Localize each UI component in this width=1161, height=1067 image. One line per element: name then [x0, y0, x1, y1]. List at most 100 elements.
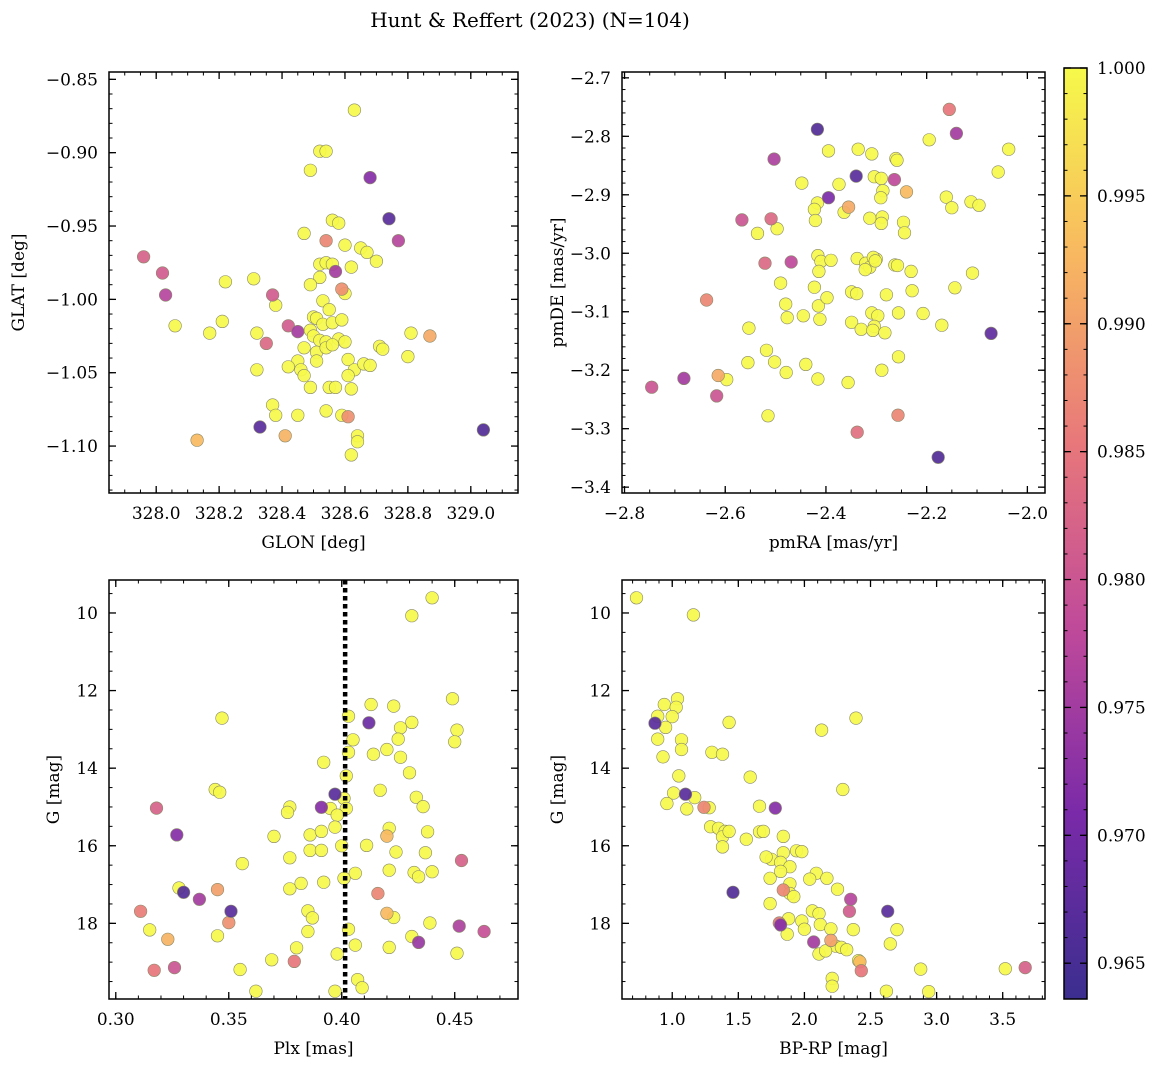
- data-point: [380, 829, 394, 843]
- data-point: [680, 802, 694, 816]
- data-point: [897, 226, 912, 240]
- data-point: [330, 947, 344, 961]
- data-point: [741, 356, 755, 370]
- data-point: [881, 904, 895, 918]
- points-p4: [629, 591, 1032, 999]
- data-point: [215, 314, 229, 329]
- x-axis-label: BP-RP [mag]: [779, 1039, 888, 1059]
- data-point: [450, 723, 464, 737]
- colorbar: 0.965 0.970 0.975 0.980 0.985 0.990 0.995 1.000: [1063, 59, 1146, 1000]
- data-point: [149, 801, 164, 815]
- data-point: [743, 770, 757, 784]
- data-point: [190, 433, 204, 447]
- data-point: [984, 326, 998, 341]
- data-point: [812, 906, 826, 921]
- y-tick-label: 16: [76, 837, 98, 857]
- y-tick-label: 10: [589, 604, 611, 624]
- data-point: [779, 365, 793, 380]
- data-point: [344, 382, 358, 396]
- data-point: [922, 984, 936, 999]
- data-point: [739, 832, 753, 846]
- y-tick-label: −3.2: [570, 361, 611, 381]
- data-point: [844, 892, 858, 906]
- data-point: [840, 943, 854, 957]
- data-point: [314, 824, 329, 839]
- data-point: [452, 919, 466, 933]
- data-point: [699, 293, 714, 307]
- y-tick-label: −0.90: [46, 144, 98, 164]
- data-point: [341, 352, 355, 367]
- data-point: [313, 270, 327, 285]
- data-point: [224, 904, 238, 918]
- data-point: [780, 311, 794, 325]
- data-point: [155, 266, 170, 280]
- data-point: [265, 953, 279, 967]
- colorbar-tick-label: 0.980: [1097, 571, 1146, 591]
- data-point: [213, 785, 227, 799]
- colorbar-tick-label: 0.970: [1097, 826, 1146, 846]
- data-point: [401, 350, 415, 364]
- data-point: [808, 213, 823, 228]
- x-tick-label: 328.0: [132, 504, 181, 524]
- data-point: [648, 716, 662, 730]
- data-point: [341, 369, 355, 383]
- data-point: [854, 322, 868, 336]
- data-point: [773, 276, 788, 290]
- data-point: [319, 234, 333, 248]
- data-point: [416, 799, 430, 814]
- x-axis-label: GLON [deg]: [261, 533, 365, 553]
- data-point: [890, 153, 904, 167]
- data-point: [291, 325, 305, 339]
- data-point: [841, 200, 856, 214]
- y-tick-label: 12: [76, 682, 98, 702]
- data-point: [850, 287, 864, 301]
- x-tick-label: 329.0: [446, 504, 495, 524]
- data-point: [376, 342, 390, 356]
- data-point: [821, 191, 836, 205]
- data-point: [773, 864, 788, 879]
- data-point: [665, 709, 679, 724]
- data-point: [850, 425, 864, 439]
- x-tick-label: 328.4: [258, 504, 307, 524]
- data-point: [330, 808, 344, 822]
- data-point: [824, 922, 838, 936]
- data-point: [266, 288, 280, 302]
- data-point: [412, 935, 426, 950]
- data-point: [807, 202, 822, 216]
- data-point: [767, 152, 781, 166]
- data-point: [319, 144, 333, 158]
- data-point: [711, 368, 725, 383]
- points-p2: [645, 102, 1016, 464]
- data-point: [203, 326, 217, 340]
- data-point: [891, 408, 905, 422]
- data-point: [776, 829, 790, 844]
- data-point: [222, 915, 236, 930]
- data-point: [134, 904, 148, 918]
- data-point: [756, 824, 771, 839]
- x-tick-label: 328.2: [195, 504, 244, 524]
- x-tick-label: 0.30: [97, 1010, 135, 1030]
- data-point: [350, 435, 365, 449]
- data-point: [382, 940, 396, 955]
- data-point: [904, 264, 918, 279]
- y-tick-label: −3.1: [570, 303, 611, 323]
- data-point: [1002, 142, 1016, 156]
- data-point: [841, 375, 855, 390]
- data-point: [991, 165, 1005, 179]
- data-point: [825, 979, 839, 993]
- data-point: [811, 299, 826, 313]
- data-point: [391, 234, 406, 248]
- data-point: [998, 962, 1012, 976]
- data-point: [795, 176, 809, 190]
- data-point: [773, 918, 788, 932]
- data-point: [657, 697, 671, 712]
- data-point: [418, 846, 433, 860]
- data-point: [328, 787, 342, 801]
- data-point: [291, 408, 305, 422]
- data-point: [303, 278, 318, 292]
- data-point: [715, 840, 730, 854]
- data-point: [347, 103, 362, 117]
- data-point: [297, 369, 311, 383]
- data-point: [360, 838, 374, 853]
